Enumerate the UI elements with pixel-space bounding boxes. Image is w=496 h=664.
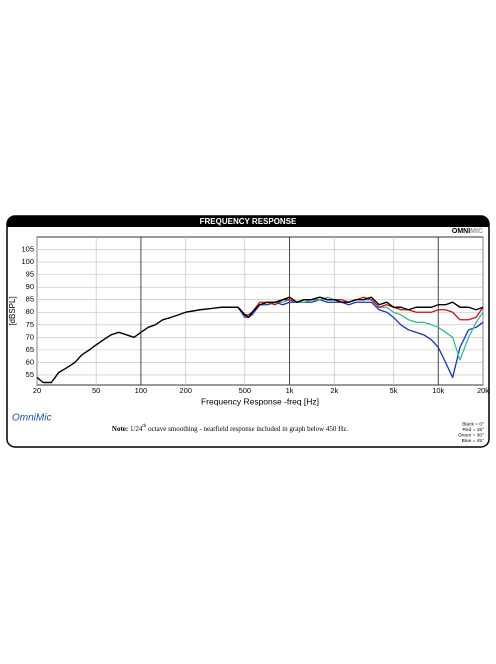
- logo: OMNIMIC: [452, 228, 483, 235]
- logo-part: OMNI: [452, 228, 470, 235]
- legend-entry: Blue = 45°: [462, 438, 484, 444]
- y-tick-label: 105: [21, 245, 34, 254]
- y-axis-label: [dBSPL]: [8, 296, 17, 325]
- y-tick-label: 75: [26, 320, 34, 329]
- x-tick-label: 5k: [390, 386, 398, 395]
- y-tick-label: 70: [26, 332, 34, 341]
- x-axis-label: Frequency Response -freq [Hz]: [201, 396, 319, 406]
- note-fraction: 1/24: [130, 425, 143, 433]
- x-tick-label: 200: [179, 386, 192, 395]
- y-tick-label: 95: [26, 270, 34, 279]
- x-tick-label: 50: [92, 386, 100, 395]
- x-tick-label: 20k: [477, 386, 489, 395]
- y-tick-label: 100: [21, 257, 34, 266]
- x-tick-label: 100: [135, 386, 148, 395]
- header-bar: [7, 216, 489, 227]
- y-tick-label: 80: [26, 307, 34, 316]
- note: Note: 1/24th octave smoothing - nearfiel…: [112, 422, 348, 433]
- y-tick-label: 90: [26, 282, 34, 291]
- legend-entry: Red = 15°: [462, 427, 484, 433]
- x-tick-label: 500: [239, 386, 252, 395]
- x-tick-label: 1k: [286, 386, 294, 395]
- brand: OmniMic: [12, 413, 51, 424]
- note-bold: Note:: [112, 425, 128, 433]
- legend-entry: Black = 0°: [462, 421, 484, 427]
- chart-title: FREQUENCY RESPONSE: [200, 217, 297, 226]
- y-tick-label: 60: [26, 357, 34, 366]
- plot-area: [36, 236, 484, 386]
- x-tick-label: 10k: [432, 386, 444, 395]
- x-tick-label: 2k: [330, 386, 338, 395]
- logo-part: MIC: [470, 228, 483, 235]
- x-tick-label: 20: [33, 386, 41, 395]
- note-text: octave smoothing - nearfield response in…: [148, 425, 348, 433]
- y-tick-label: 65: [26, 345, 34, 354]
- y-tick-label: 85: [26, 295, 34, 304]
- legend-entry: Green = 30°: [458, 432, 484, 438]
- series-line: [36, 296, 484, 384]
- y-tick-label: 55: [26, 370, 34, 379]
- series-line: [237, 299, 484, 379]
- note-sup: th: [142, 424, 146, 429]
